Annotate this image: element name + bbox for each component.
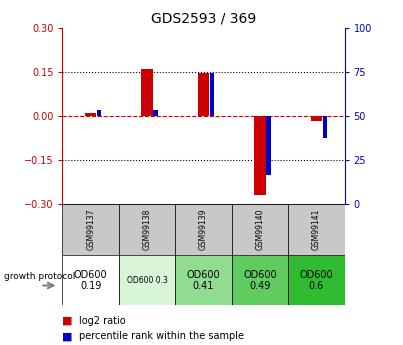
Text: OD600
0.19: OD600 0.19 [74,269,108,291]
Bar [62,204,119,255]
Bar [288,255,345,305]
Bar [198,73,209,116]
Text: GSM99140: GSM99140 [256,209,264,250]
Bar [322,116,327,138]
Text: log2 ratio: log2 ratio [79,316,125,326]
Text: GSM99139: GSM99139 [199,209,208,250]
Bar [175,204,232,255]
Bar [119,255,175,305]
Text: ■: ■ [62,316,73,326]
Bar [175,255,232,305]
Bar [119,204,175,255]
Bar [97,110,102,116]
Bar [153,110,158,116]
Text: growth protocol: growth protocol [4,272,75,282]
Title: GDS2593 / 369: GDS2593 / 369 [151,11,256,25]
Bar [311,116,322,121]
Bar [85,112,96,116]
Bar [266,116,271,175]
Text: GSM99137: GSM99137 [86,209,95,250]
Bar [288,204,345,255]
Text: GSM99138: GSM99138 [143,209,152,250]
Text: OD600
0.41: OD600 0.41 [187,269,220,291]
Text: OD600 0.3: OD600 0.3 [127,276,168,285]
Text: percentile rank within the sample: percentile rank within the sample [79,332,243,341]
Text: OD600
0.6: OD600 0.6 [299,269,333,291]
Text: GSM99141: GSM99141 [312,209,321,250]
Text: OD600
0.49: OD600 0.49 [243,269,277,291]
Bar [210,73,214,116]
Bar [62,255,119,305]
Bar [141,69,153,116]
Text: ■: ■ [62,332,73,341]
Bar [232,204,288,255]
Bar [232,255,288,305]
Bar [254,116,266,195]
